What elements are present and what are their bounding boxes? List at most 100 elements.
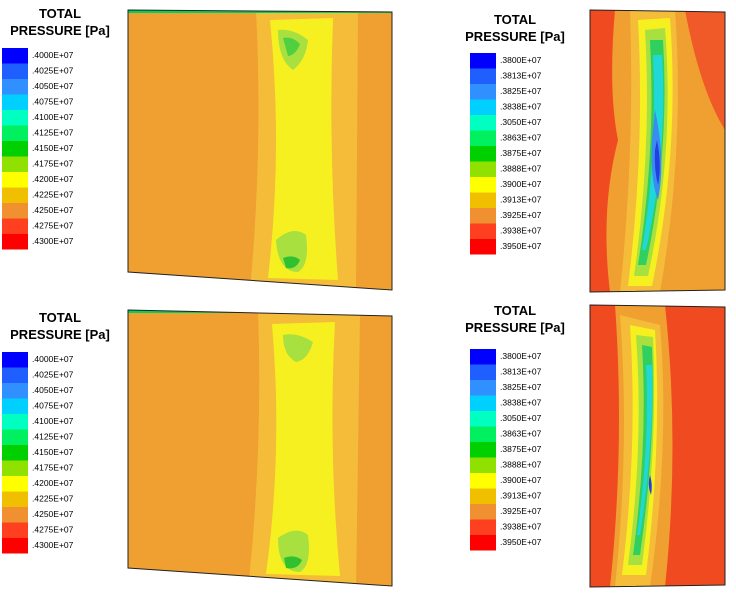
- legend-swatch: [470, 99, 496, 115]
- legend-swatch: [470, 146, 496, 162]
- legend-label: .4250E+07: [32, 509, 74, 519]
- legend-swatch: [470, 349, 496, 365]
- legend-label: .4250E+07: [32, 205, 74, 215]
- legend-swatch: [2, 94, 28, 110]
- legend-swatch: [2, 48, 28, 64]
- legend-swatch: [2, 429, 28, 445]
- legend-title: PRESSURE [Pa]: [465, 29, 565, 44]
- legend-swatch: [470, 395, 496, 411]
- legend-label: .3938E+07: [500, 226, 542, 236]
- legend-swatch: [2, 110, 28, 126]
- legend-label: .4100E+07: [32, 112, 74, 122]
- legend-label: .4050E+07: [32, 81, 74, 91]
- legend-label: .3875E+07: [500, 148, 542, 158]
- legend-swatch: [2, 491, 28, 507]
- legend-label: .4025E+07: [32, 66, 74, 76]
- legend-swatch: [470, 239, 496, 255]
- legend-label: .4200E+07: [32, 478, 74, 488]
- legend-label: .4150E+07: [32, 447, 74, 457]
- legend-label: .4225E+07: [32, 494, 74, 504]
- legend-label: .3913E+07: [500, 195, 542, 205]
- legend-label: .3925E+07: [500, 210, 542, 220]
- legend-swatch: [2, 125, 28, 141]
- legend-label: .3813E+07: [500, 367, 542, 377]
- legend-swatch: [470, 442, 496, 458]
- legend-swatch: [470, 161, 496, 177]
- legend-label: .3825E+07: [500, 86, 542, 96]
- legend-label: .4175E+07: [32, 159, 74, 169]
- legend-label: .4225E+07: [32, 190, 74, 200]
- legend-label: .4200E+07: [32, 174, 74, 184]
- legend-swatch: [2, 476, 28, 492]
- contour-plot: [589, 9, 726, 293]
- legend-label: .3050E+07: [500, 413, 542, 423]
- legend-swatch: [470, 426, 496, 442]
- legend-title: PRESSURE [Pa]: [10, 327, 110, 342]
- legend-swatch: [2, 383, 28, 399]
- legend-swatch: [2, 398, 28, 414]
- legend-label: .4075E+07: [32, 97, 74, 107]
- legend-title: PRESSURE [Pa]: [465, 320, 565, 335]
- legend-label: .3913E+07: [500, 491, 542, 501]
- legend-swatch: [2, 63, 28, 79]
- legend-swatch: [2, 156, 28, 172]
- legend-label: .4000E+07: [32, 50, 74, 60]
- legend-label: .4100E+07: [32, 416, 74, 426]
- legend-swatch: [2, 187, 28, 203]
- legend-swatch: [2, 538, 28, 554]
- legend-title: TOTAL: [39, 310, 81, 325]
- legend-swatch: [470, 488, 496, 504]
- legend-swatch: [470, 473, 496, 489]
- legend-label: .3875E+07: [500, 444, 542, 454]
- legend-swatch: [2, 367, 28, 383]
- legend-label: .3050E+07: [500, 117, 542, 127]
- legend-label: .3950E+07: [500, 241, 542, 251]
- legend-label: .4000E+07: [32, 354, 74, 364]
- contour-plot: [127, 309, 393, 587]
- legend-swatch: [2, 218, 28, 234]
- legend-label: .3925E+07: [500, 506, 542, 516]
- legend-label: .4075E+07: [32, 401, 74, 411]
- legend-swatch: [2, 352, 28, 368]
- legend-swatch: [2, 234, 28, 250]
- legend-label: .4275E+07: [32, 221, 74, 231]
- legend-swatch: [470, 457, 496, 473]
- legend-title: TOTAL: [494, 12, 536, 27]
- legend-swatch: [470, 504, 496, 520]
- legend-label: .3800E+07: [500, 55, 542, 65]
- legend-swatch: [470, 68, 496, 84]
- legend-swatch: [470, 380, 496, 396]
- legend-swatch: [470, 223, 496, 239]
- legend-swatch: [2, 414, 28, 430]
- legend-label: .4125E+07: [32, 432, 74, 442]
- legend-swatch: [2, 141, 28, 157]
- legend-label: .4025E+07: [32, 370, 74, 380]
- legend-swatch: [2, 172, 28, 188]
- legend-swatch: [470, 177, 496, 193]
- legend-title: TOTAL: [39, 6, 81, 21]
- legend-label: .3900E+07: [500, 475, 542, 485]
- legend-swatch: [2, 460, 28, 476]
- legend-swatch: [470, 519, 496, 535]
- legend-swatch: [2, 203, 28, 219]
- legend-swatch: [470, 130, 496, 146]
- legend-label: .4125E+07: [32, 128, 74, 138]
- legend-swatch: [470, 411, 496, 427]
- legend-swatch: [2, 522, 28, 538]
- legend-swatch: [470, 192, 496, 208]
- legend-label: .3950E+07: [500, 537, 542, 547]
- contour-plot: [589, 304, 726, 588]
- legend-title: TOTAL: [494, 303, 536, 318]
- legend-label: .3900E+07: [500, 179, 542, 189]
- legend-label: .3838E+07: [500, 102, 542, 112]
- legend-title: PRESSURE [Pa]: [10, 23, 110, 38]
- legend-label: .4150E+07: [32, 143, 74, 153]
- legend-label: .4175E+07: [32, 463, 74, 473]
- legend-label: .4300E+07: [32, 236, 74, 246]
- legend-swatch: [470, 364, 496, 380]
- legend-swatch: [470, 53, 496, 69]
- legend-label: .3938E+07: [500, 522, 542, 532]
- legend-swatch: [470, 535, 496, 551]
- contour-plot: [127, 9, 393, 291]
